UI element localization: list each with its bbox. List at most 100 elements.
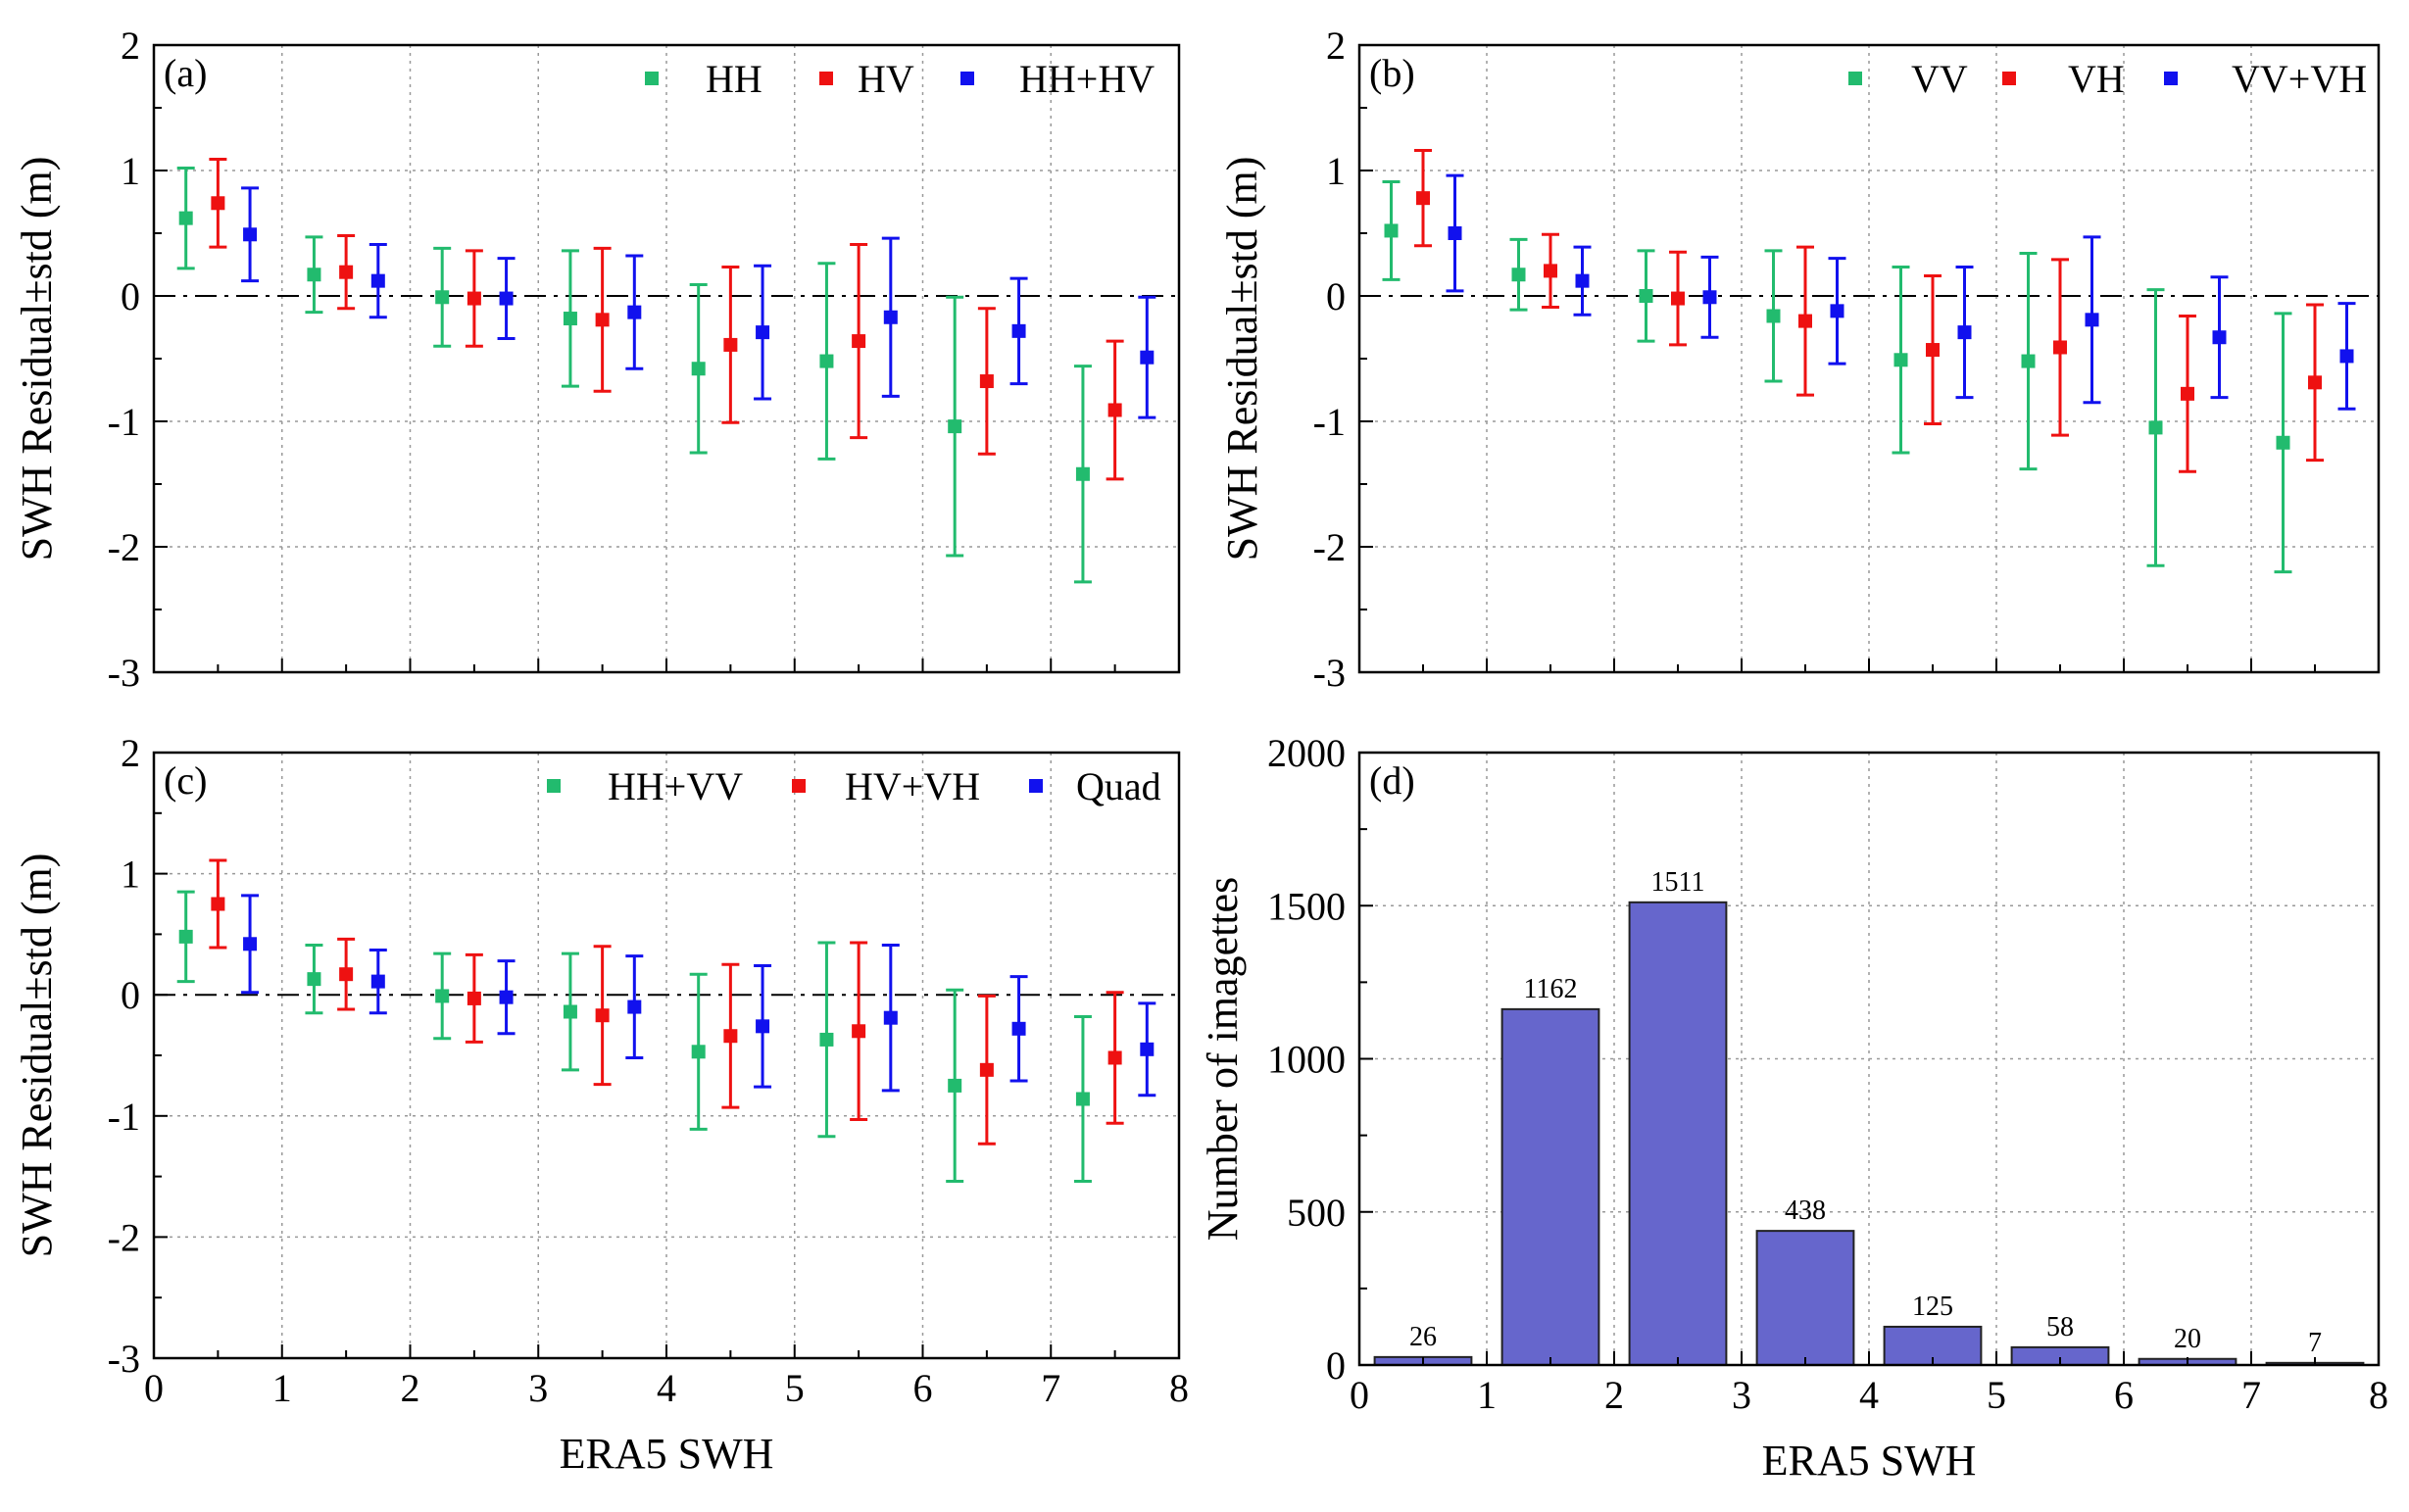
data-point bbox=[435, 989, 450, 1003]
bar-value-label: 58 bbox=[2046, 1312, 2074, 1342]
panel-d: 26 1162 1511 438 125 58 20 7 0 1 2 3 4 5 6 7 8 0 500 1000 15… bbox=[1199, 731, 2388, 1485]
data-point bbox=[1926, 343, 1940, 358]
data-point bbox=[1416, 191, 1430, 206]
x-tick-label: 0 bbox=[1350, 1373, 1369, 1417]
histogram-bar bbox=[1500, 1007, 1600, 1366]
data-point bbox=[1766, 309, 1781, 323]
y-tick-label: 0 bbox=[1326, 274, 1346, 318]
data-point bbox=[1140, 1042, 1155, 1056]
bar-value-label: 125 bbox=[1912, 1292, 1953, 1322]
panel-tag: (a) bbox=[164, 51, 207, 95]
data-point bbox=[339, 967, 354, 982]
data-point bbox=[627, 305, 642, 319]
data-point bbox=[1140, 350, 1155, 365]
series-vh bbox=[1414, 149, 2324, 473]
series-hh-plus-vv bbox=[176, 890, 1092, 1184]
data-point bbox=[563, 312, 577, 326]
data-point bbox=[1107, 1050, 1122, 1065]
panel-b: -3 -2 -1 0 1 2 SWH Residual±std (m) (b) VV VH VV+V… bbox=[1218, 24, 2381, 695]
legend-marker bbox=[547, 779, 561, 793]
data-point bbox=[595, 1008, 610, 1023]
y-tick-label: -2 bbox=[108, 1215, 140, 1259]
data-point bbox=[1075, 1092, 1090, 1106]
y-tick-label: 0 bbox=[1326, 1343, 1346, 1388]
data-point bbox=[1575, 273, 1590, 288]
legend: HH HV HH+HV bbox=[645, 57, 1155, 101]
data-point bbox=[2276, 435, 2290, 450]
data-point bbox=[243, 227, 258, 242]
data-point bbox=[1639, 289, 1653, 303]
x-tick-label: 1 bbox=[1477, 1373, 1497, 1417]
data-point bbox=[1075, 466, 1090, 481]
series-vv-plus-vh bbox=[1446, 173, 2356, 411]
y-tick-label: 1 bbox=[121, 853, 140, 897]
data-point bbox=[499, 990, 514, 1004]
y-tick-label: 1 bbox=[121, 149, 140, 193]
series-hh bbox=[176, 166, 1092, 584]
x-axis-label: ERA5 SWH bbox=[1762, 1437, 1977, 1485]
y-tick-label: 1000 bbox=[1267, 1038, 1346, 1082]
x-axis-label: ERA5 SWH bbox=[560, 1430, 774, 1478]
y-axis-label: Number of imagettes bbox=[1199, 877, 1247, 1241]
data-point bbox=[1107, 403, 1122, 417]
data-point bbox=[1448, 226, 1462, 240]
data-point bbox=[883, 310, 898, 324]
data-point bbox=[979, 374, 994, 389]
legend-label: HV bbox=[858, 57, 914, 101]
data-point bbox=[563, 1004, 577, 1019]
bar-value-label: 1162 bbox=[1524, 974, 1578, 1004]
data-point bbox=[178, 211, 193, 225]
data-point bbox=[756, 325, 770, 340]
x-tick-label: 3 bbox=[1732, 1373, 1751, 1417]
legend: HH+VV HV+VH Quad bbox=[547, 764, 1161, 808]
data-point bbox=[627, 1000, 642, 1014]
data-point bbox=[1893, 353, 1908, 367]
y-tick-label: -2 bbox=[1313, 525, 1346, 569]
x-tick-label: 6 bbox=[913, 1366, 933, 1410]
data-point bbox=[883, 1010, 898, 1025]
series-hv bbox=[209, 157, 1124, 481]
data-point bbox=[852, 334, 866, 349]
data-point bbox=[1957, 325, 1972, 340]
legend-marker bbox=[1029, 779, 1043, 793]
x-tick-label: 4 bbox=[1859, 1373, 1879, 1417]
y-tick-label: 0 bbox=[121, 973, 140, 1017]
data-point bbox=[2021, 354, 2036, 368]
histogram-bar bbox=[1755, 1230, 1855, 1366]
y-axis-label: SWH Residual±std (m) bbox=[13, 157, 61, 561]
y-tick-label: -1 bbox=[108, 400, 140, 444]
data-point bbox=[370, 273, 385, 288]
legend-marker bbox=[645, 72, 659, 85]
bar-value-label: 7 bbox=[2308, 1328, 2322, 1358]
panel-tag: (c) bbox=[164, 758, 207, 803]
series-quad bbox=[241, 894, 1156, 1097]
data-point bbox=[211, 196, 225, 211]
x-tick-label: 2 bbox=[401, 1366, 420, 1410]
data-point bbox=[723, 337, 738, 352]
data-point bbox=[2339, 349, 2354, 364]
x-tick-label: 2 bbox=[1604, 1373, 1624, 1417]
legend-marker bbox=[2164, 72, 2178, 85]
y-tick-label: 2 bbox=[121, 24, 140, 68]
data-point bbox=[370, 974, 385, 989]
series-hh-plus-hv bbox=[241, 186, 1156, 419]
y-tick-label: -3 bbox=[1313, 651, 1346, 695]
data-point bbox=[1671, 291, 1685, 306]
legend-label: VH bbox=[2068, 57, 2125, 101]
y-axis-label: SWH Residual±std (m) bbox=[13, 854, 61, 1258]
data-point bbox=[819, 354, 834, 368]
x-tick-label: 1 bbox=[272, 1366, 292, 1410]
data-point bbox=[723, 1029, 738, 1044]
data-point bbox=[339, 265, 354, 279]
data-point bbox=[2148, 420, 2163, 435]
y-axis-label: SWH Residual±std (m) bbox=[1218, 157, 1266, 561]
data-point bbox=[691, 362, 706, 376]
data-point bbox=[1702, 290, 1717, 305]
legend-label: Quad bbox=[1076, 764, 1161, 808]
data-point bbox=[211, 897, 225, 911]
y-tick-label: -3 bbox=[108, 651, 140, 695]
data-point bbox=[499, 291, 514, 306]
legend-marker bbox=[819, 72, 833, 85]
data-point bbox=[2212, 330, 2227, 345]
y-tick-label: 500 bbox=[1287, 1191, 1346, 1235]
